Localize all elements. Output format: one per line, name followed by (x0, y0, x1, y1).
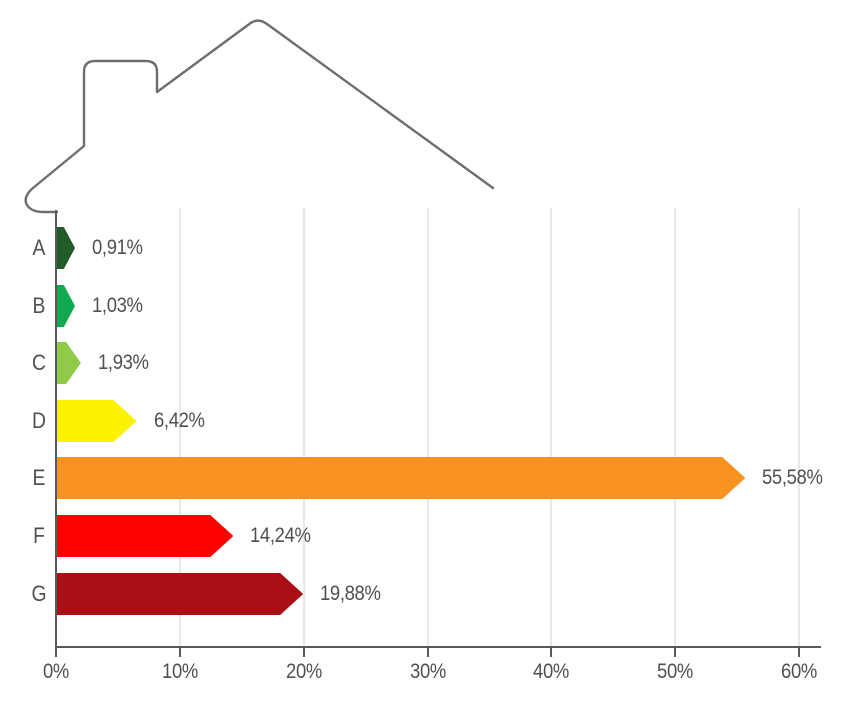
x-axis-tick-label: 60% (781, 660, 817, 683)
x-axis-tick (550, 647, 553, 657)
x-axis-tick (302, 647, 305, 657)
class-label-b: B (32, 293, 46, 318)
class-label-d: D (32, 408, 46, 433)
y-axis-line (55, 210, 57, 657)
gridline (550, 208, 553, 647)
class-label-c: C (32, 350, 46, 375)
bar-class-d (57, 400, 137, 442)
gridline (178, 208, 181, 647)
x-axis-tick-label: 20% (285, 660, 322, 683)
bar-class-g (57, 573, 304, 615)
x-axis-tick (798, 647, 800, 657)
bar-class-b (57, 285, 75, 327)
class-label-e: E (32, 465, 46, 490)
x-axis-tick-label: 50% (657, 660, 694, 683)
gridline (426, 208, 429, 647)
x-axis-tick-label: 10% (161, 660, 198, 683)
bar-value-label-e: 55,58% (762, 466, 823, 489)
gridline (798, 208, 800, 647)
bar-class-e (57, 457, 746, 499)
x-axis-tick (178, 647, 181, 657)
bar-value-label-d: 6,42% (153, 409, 205, 432)
bar-value-label-f: 14,24% (250, 524, 311, 547)
bar-class-a (57, 227, 75, 269)
x-axis-tick (426, 647, 429, 657)
bar-value-label-b: 1,03% (92, 294, 143, 317)
x-axis-tick (674, 647, 677, 657)
bar-class-c (57, 342, 81, 384)
gridline (302, 208, 305, 647)
x-axis-line (55, 646, 821, 648)
class-label-a: A (32, 235, 46, 260)
bar-value-label-g: 19,88% (320, 582, 381, 605)
class-label-f: F (33, 523, 45, 548)
x-axis-tick-label: 40% (533, 660, 570, 683)
x-axis-tick-label: 0% (42, 660, 70, 683)
bar-value-label-c: 1,93% (97, 351, 149, 374)
bar-class-f (57, 515, 234, 557)
class-label-g: G (31, 581, 47, 606)
gridline (674, 208, 677, 647)
x-axis-tick-label: 30% (409, 660, 446, 683)
bar-value-label-a: 0,91% (92, 236, 143, 259)
